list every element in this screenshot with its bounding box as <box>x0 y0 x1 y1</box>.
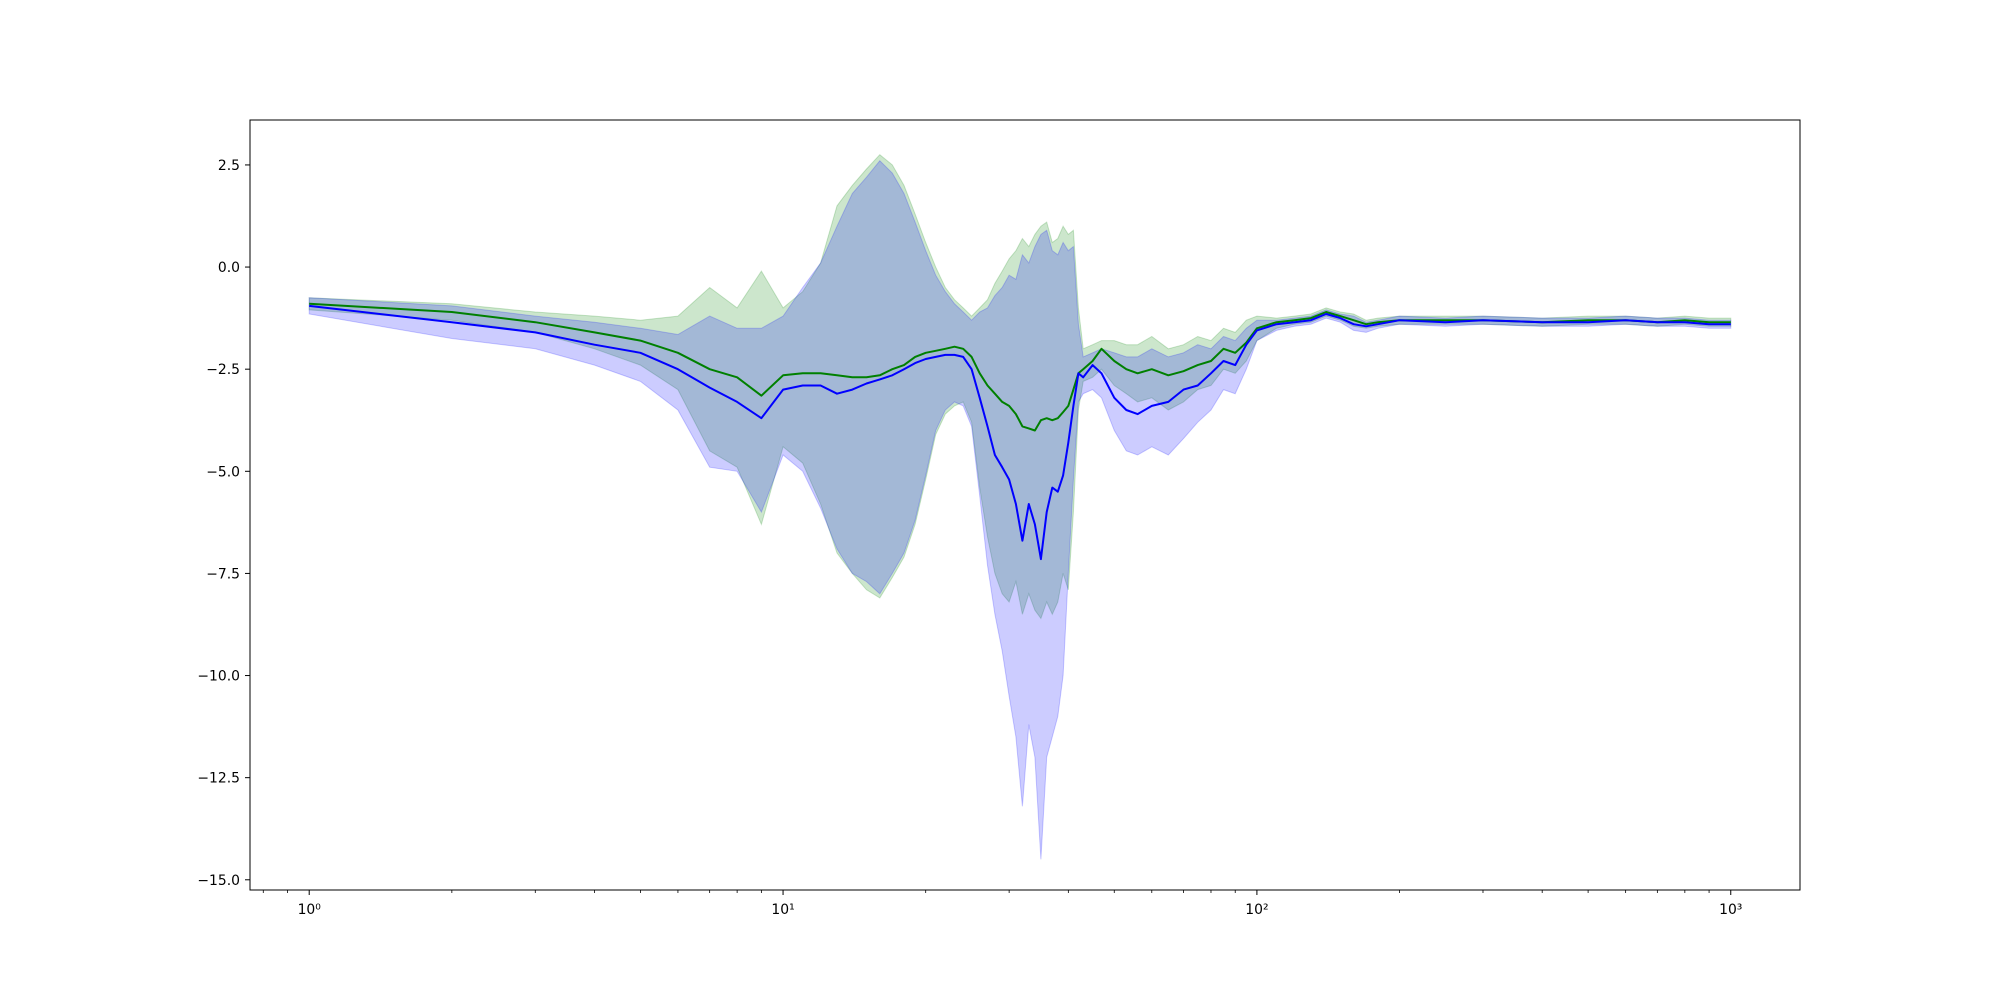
x-tick-label-2: 10² <box>1245 902 1268 918</box>
x-tick-label-0: 10⁰ <box>298 902 322 918</box>
x-tick-label-1: 10¹ <box>771 902 794 918</box>
confidence-bands <box>308 154 1732 860</box>
y-tick-label-0: 2.5 <box>218 158 240 174</box>
y-tick-label-6: −12.5 <box>197 771 240 787</box>
y-tick-label-3: −5.0 <box>206 464 240 480</box>
series-lines <box>309 302 1731 561</box>
x-tick-label-3: 10³ <box>1719 902 1742 918</box>
y-axis: 2.5 0.0 −2.5 −5.0 −7.5 −10.0 −12.5 −15.0 <box>197 158 250 889</box>
confidence-band-0 <box>308 154 1732 620</box>
series-line-0 <box>309 302 1731 432</box>
y-tick-label-2: −2.5 <box>206 362 240 378</box>
y-tick-label-7: −15.0 <box>197 873 240 889</box>
confidence-band-1 <box>308 160 1732 860</box>
y-tick-label-5: −10.0 <box>197 669 240 685</box>
series-line-1 <box>309 304 1731 561</box>
y-tick-label-1: 0.0 <box>218 260 240 276</box>
plot-frame <box>249 119 1801 891</box>
y-tick-label-4: −7.5 <box>206 566 240 582</box>
x-axis: 10⁰ 10¹ 10² 10³ <box>262 890 1742 918</box>
